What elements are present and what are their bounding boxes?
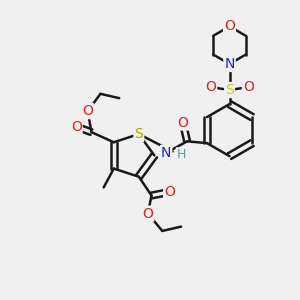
Text: N: N	[224, 57, 235, 71]
Text: O: O	[71, 120, 82, 134]
Text: O: O	[142, 207, 153, 220]
Text: S: S	[225, 83, 234, 97]
Text: O: O	[205, 80, 216, 94]
Text: O: O	[243, 80, 254, 94]
Text: O: O	[224, 20, 235, 33]
Text: S: S	[134, 127, 143, 141]
Text: H: H	[177, 148, 186, 161]
Text: N: N	[161, 146, 171, 160]
Text: O: O	[177, 116, 188, 130]
Text: O: O	[164, 185, 175, 199]
Text: O: O	[82, 104, 93, 118]
